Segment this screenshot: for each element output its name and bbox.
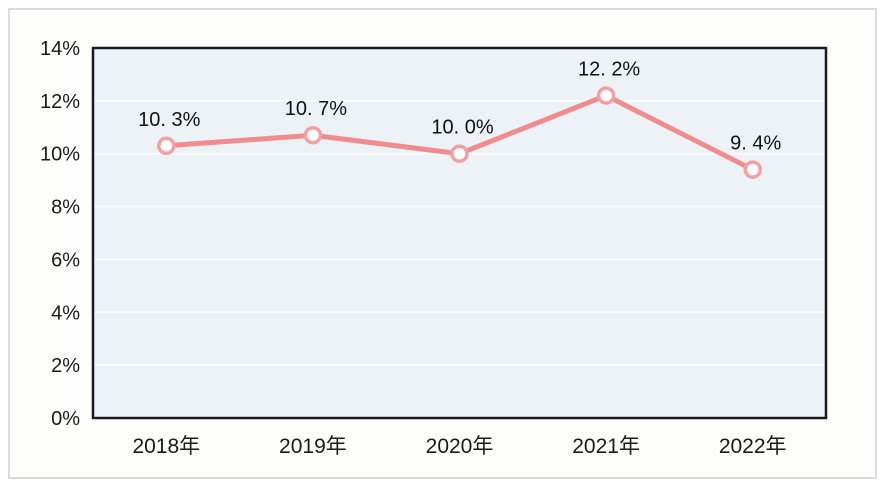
x-axis-category-label: 2022年 xyxy=(719,435,787,458)
y-axis-tick-label: 10% xyxy=(40,144,80,166)
data-point-label: 10. 7% xyxy=(285,98,347,120)
data-point-marker xyxy=(743,160,762,179)
y-axis-tick-label: 6% xyxy=(51,249,80,271)
data-point-label: 9. 4% xyxy=(730,133,781,155)
data-point-label: 10. 0% xyxy=(431,117,493,139)
y-axis-tick-label: 14% xyxy=(40,38,80,60)
y-axis-tick-label: 2% xyxy=(51,355,80,377)
data-point-label: 12. 2% xyxy=(578,59,640,81)
x-axis-category-label: 2020年 xyxy=(426,435,494,458)
data-point-label: 10. 3% xyxy=(138,109,200,131)
data-point-marker xyxy=(450,144,469,163)
x-axis-category-label: 2021年 xyxy=(572,435,640,458)
y-axis-tick-label: 4% xyxy=(51,302,80,324)
y-axis-tick-label: 0% xyxy=(51,408,80,430)
y-axis-tick-label: 8% xyxy=(51,197,80,219)
x-axis-category-label: 2018年 xyxy=(132,435,200,458)
y-axis-tick-label: 12% xyxy=(40,91,80,113)
plot-area xyxy=(91,46,828,420)
data-point-marker xyxy=(157,136,176,156)
x-axis-category-label: 2019年 xyxy=(279,435,347,458)
data-point-marker xyxy=(303,125,323,145)
data-point-marker xyxy=(596,86,616,105)
